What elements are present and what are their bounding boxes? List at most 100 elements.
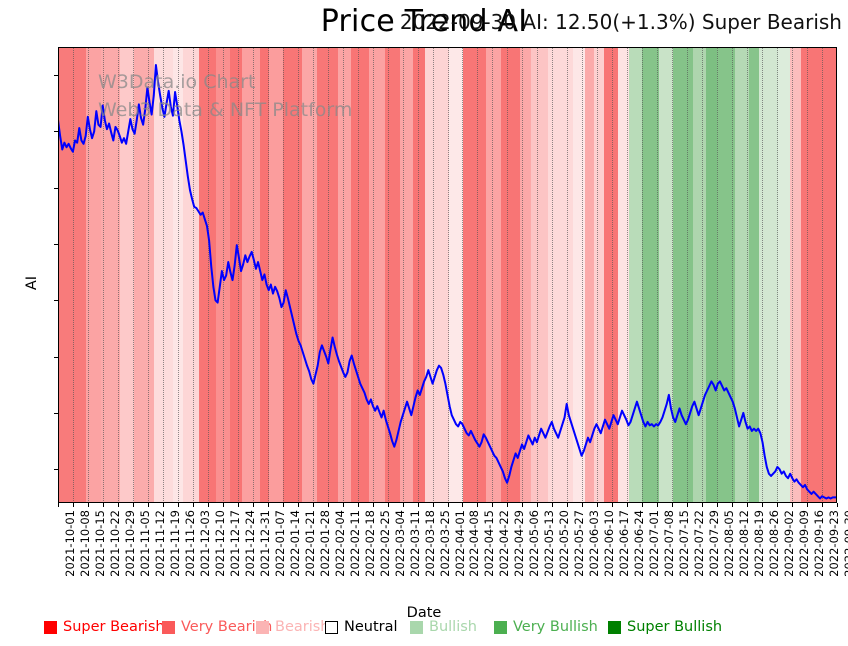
x-axis-tick-label: 2022-01-14 xyxy=(287,510,302,577)
x-axis-tick-label: 2022-04-22 xyxy=(497,510,512,577)
legend-item[interactable]: Very Bearish xyxy=(162,619,272,635)
x-axis-tick-mark xyxy=(207,503,209,507)
sentiment-band xyxy=(693,47,707,503)
x-axis-tick-mark xyxy=(732,503,734,507)
sentiment-band xyxy=(241,47,261,503)
legend-item[interactable]: Very Bullish xyxy=(494,619,598,635)
legend-item[interactable]: Bearish xyxy=(256,619,330,635)
x-axis-tick-mark xyxy=(222,503,224,507)
x-axis-tick-label: 2022-07-01 xyxy=(647,510,662,577)
x-axis-tick-label: 2022-02-11 xyxy=(347,510,362,577)
legend-swatch-icon xyxy=(162,620,175,634)
gridline xyxy=(597,47,599,503)
sentiment-band xyxy=(385,47,401,503)
y-axis-tick-mark xyxy=(54,300,58,302)
x-axis-tick-mark xyxy=(672,503,674,507)
sentiment-band xyxy=(86,47,102,503)
gridline xyxy=(87,47,89,503)
gridline xyxy=(732,47,734,503)
x-axis-tick-label: 2022-08-19 xyxy=(752,510,767,577)
gridline xyxy=(612,47,614,503)
y-axis-tick-mark xyxy=(54,75,58,77)
sentiment-band xyxy=(531,47,549,503)
x-axis-tick-label: 2022-06-10 xyxy=(602,510,617,577)
x-axis-tick-label: 2022-03-04 xyxy=(392,510,407,577)
x-axis-tick-label: 2021-11-26 xyxy=(182,510,197,577)
gridline xyxy=(582,47,584,503)
x-axis: 2021-10-01 2021-10-08 2021-10-15 2021-10-22… xyxy=(58,503,848,613)
sentiment-band xyxy=(120,47,135,503)
sentiment-band xyxy=(268,47,284,503)
gridline xyxy=(507,47,509,503)
legend-label: Neutral xyxy=(344,619,398,635)
gridline xyxy=(177,47,179,503)
x-axis-tick-label: 2022-04-01 xyxy=(452,510,467,577)
x-axis-tick-mark xyxy=(687,503,689,507)
x-axis-tick-label: 2021-10-15 xyxy=(92,510,107,577)
gridlines xyxy=(58,47,837,503)
sentiment-band xyxy=(463,47,487,503)
gridline xyxy=(642,47,644,503)
x-axis-tick-mark xyxy=(627,503,629,507)
x-axis-tick-label: 2022-06-24 xyxy=(632,510,647,577)
gridline xyxy=(342,47,344,503)
gridline xyxy=(567,47,569,503)
gridline xyxy=(207,47,209,503)
x-axis-tick-mark xyxy=(402,503,404,507)
x-axis-tick-mark xyxy=(87,503,89,507)
x-axis-tick-mark xyxy=(522,503,524,507)
legend-item[interactable]: Super Bearish xyxy=(44,619,165,635)
gridline xyxy=(162,47,164,503)
legend-swatch-icon xyxy=(608,620,621,634)
x-axis-tick-label: 2022-05-20 xyxy=(557,510,572,577)
legend-swatch-icon xyxy=(494,620,507,634)
gridline xyxy=(492,47,494,503)
gridline xyxy=(672,47,674,503)
sentiment-band xyxy=(282,47,303,503)
x-axis-tick-label: 2022-02-25 xyxy=(377,510,392,577)
x-axis-tick-label: 2022-01-21 xyxy=(302,510,317,577)
x-axis-tick-mark xyxy=(642,503,644,507)
sentiment-band xyxy=(351,47,370,503)
gridline xyxy=(702,47,704,503)
x-axis-tick-label: 2021-10-01 xyxy=(63,510,77,577)
x-axis-tick-label: 2022-05-06 xyxy=(527,510,542,577)
sentiment-band xyxy=(198,47,217,503)
sentiment-band xyxy=(790,47,802,503)
x-axis-tick-label: 2022-05-13 xyxy=(542,510,557,577)
x-axis-tick-mark xyxy=(822,503,824,507)
legend-item[interactable]: Bullish xyxy=(410,619,477,635)
x-axis-tick-mark xyxy=(432,503,434,507)
legend-label: Super Bearish xyxy=(63,619,165,635)
x-axis-tick-mark xyxy=(807,503,809,507)
sentiment-band xyxy=(594,47,605,503)
y-axis-label: AI xyxy=(24,275,40,291)
sentiment-band xyxy=(673,47,694,503)
gridline xyxy=(267,47,269,503)
x-axis-tick-label: 2022-07-29 xyxy=(707,510,722,577)
gridline xyxy=(822,47,824,503)
gridline xyxy=(687,47,689,503)
x-axis-tick-mark xyxy=(282,503,284,507)
x-axis-tick-label: 2022-03-18 xyxy=(422,510,437,577)
x-axis-tick-label: 2022-05-27 xyxy=(572,510,587,577)
legend-item[interactable]: Neutral xyxy=(325,619,398,635)
gridline xyxy=(237,47,239,503)
sentiment-band xyxy=(501,47,521,503)
y-axis-tick-mark xyxy=(54,187,58,189)
sentiment-band xyxy=(618,47,630,503)
gridline xyxy=(807,47,809,503)
x-axis-tick-mark xyxy=(147,503,149,507)
legend-swatch-icon xyxy=(325,620,338,634)
gridline xyxy=(792,47,794,503)
legend-item[interactable]: Super Bullish xyxy=(608,619,722,635)
x-axis-tick-mark xyxy=(387,503,389,507)
x-axis-tick-mark xyxy=(492,503,494,507)
x-axis-tick-mark xyxy=(237,503,239,507)
x-axis-tick-mark xyxy=(447,503,449,507)
x-axis-tick-label: 2022-09-30 xyxy=(842,510,848,577)
x-axis-tick-label: 2022-04-15 xyxy=(482,510,497,577)
sentiment-band xyxy=(520,47,532,503)
sentiment-band xyxy=(642,47,660,503)
x-axis-tick-mark xyxy=(132,503,134,507)
